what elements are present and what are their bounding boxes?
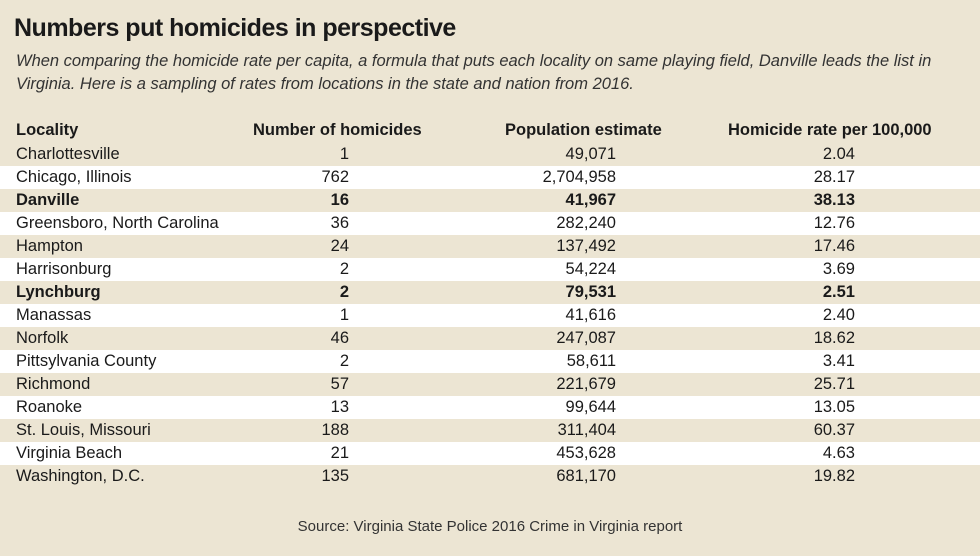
number-cell: 282,240 xyxy=(556,214,616,232)
table-row: Danville 16 41,967 38.13 xyxy=(0,189,980,212)
number-cell: 137,492 xyxy=(556,237,616,255)
table-row: Norfolk 46 247,087 18.62 xyxy=(0,327,980,350)
number-cell: 2.51 xyxy=(822,283,855,301)
table-row: Greensboro, North Carolina 36 282,240 12.76 xyxy=(0,212,980,235)
number-cell: 221,679 xyxy=(556,375,616,393)
number-cell: 1 xyxy=(339,145,349,163)
table-row: Lynchburg 2 79,531 2.51 xyxy=(0,281,980,304)
number-cell: 3.41 xyxy=(822,352,855,370)
table-row: Pittsylvania County 2 58,611 3.41 xyxy=(0,350,980,373)
locality-cell: Pittsylvania County xyxy=(16,352,157,370)
number-cell: 46 xyxy=(330,329,349,347)
number-cell: 17.46 xyxy=(813,237,855,255)
number-cell: 28.17 xyxy=(813,168,855,186)
column-header: Population estimate xyxy=(505,121,662,139)
number-cell: 12.76 xyxy=(813,214,855,232)
number-cell: 13 xyxy=(330,398,349,416)
number-cell: 19.82 xyxy=(813,467,855,485)
locality-cell: Richmond xyxy=(16,375,91,393)
number-cell: 135 xyxy=(321,467,349,485)
table-row: Virginia Beach 21 453,628 4.63 xyxy=(0,442,980,465)
number-cell: 49,071 xyxy=(565,145,616,163)
subtitle: When comparing the homicide rate per cap… xyxy=(16,52,932,93)
number-cell: 3.69 xyxy=(822,260,855,278)
number-cell: 41,967 xyxy=(565,191,616,209)
number-cell: 247,087 xyxy=(556,329,616,347)
table-row: Harrisonburg 2 54,224 3.69 xyxy=(0,258,980,281)
number-cell: 2 xyxy=(339,352,349,370)
column-header: Locality xyxy=(16,121,79,139)
locality-cell: Hampton xyxy=(16,237,83,255)
locality-cell: Norfolk xyxy=(16,329,69,347)
number-cell: 21 xyxy=(330,444,349,462)
locality-cell: Charlottesville xyxy=(16,145,120,163)
number-cell: 1 xyxy=(339,306,349,324)
table-row: Charlottesville 1 49,071 2.04 xyxy=(0,143,980,166)
number-cell: 681,170 xyxy=(556,467,616,485)
table-row: Chicago, Illinois 762 2,704,958 28.17 xyxy=(0,166,980,189)
number-cell: 2 xyxy=(339,283,349,301)
locality-cell: Roanoke xyxy=(16,398,83,416)
number-cell: 25.71 xyxy=(813,375,855,393)
number-cell: 2 xyxy=(339,260,349,278)
number-cell: 13.05 xyxy=(813,398,855,416)
locality-cell: Chicago, Illinois xyxy=(16,168,132,186)
locality-cell: Danville xyxy=(16,191,80,209)
table-row: Manassas 1 41,616 2.40 xyxy=(0,304,980,327)
locality-cell: St. Louis, Missouri xyxy=(16,421,151,439)
locality-cell: Lynchburg xyxy=(16,283,101,301)
locality-cell: Manassas xyxy=(16,306,92,324)
number-cell: 57 xyxy=(330,375,349,393)
number-cell: 41,616 xyxy=(565,306,616,324)
locality-cell: Washington, D.C. xyxy=(16,467,145,485)
table-row: Roanoke 13 99,644 13.05 xyxy=(0,396,980,419)
number-cell: 36 xyxy=(330,214,349,232)
number-cell: 4.63 xyxy=(822,444,855,462)
table-row: St. Louis, Missouri 188 311,404 60.37 xyxy=(0,419,980,442)
number-cell: 16 xyxy=(330,191,349,209)
locality-cell: Harrisonburg xyxy=(16,260,112,278)
table-row: Washington, D.C. 135 681,170 19.82 xyxy=(0,465,980,488)
number-cell: 2.04 xyxy=(822,145,855,163)
number-cell: 54,224 xyxy=(565,260,616,278)
title: Numbers put homicides in perspective xyxy=(14,14,456,42)
source: Source: Virginia State Police 2016 Crime… xyxy=(297,518,683,535)
number-cell: 38.13 xyxy=(813,191,855,209)
number-cell: 24 xyxy=(330,237,349,255)
column-header: Number of homicides xyxy=(253,121,422,139)
number-cell: 2.40 xyxy=(822,306,855,324)
table-row: Hampton 24 137,492 17.46 xyxy=(0,235,980,258)
table-row: Richmond 57 221,679 25.71 xyxy=(0,373,980,396)
number-cell: 60.37 xyxy=(813,421,855,439)
locality-cell: Greensboro, North Carolina xyxy=(16,214,219,232)
number-cell: 99,644 xyxy=(565,398,616,416)
number-cell: 188 xyxy=(321,421,349,439)
number-cell: 311,404 xyxy=(557,421,616,439)
number-cell: 762 xyxy=(321,168,349,186)
number-cell: 453,628 xyxy=(556,444,616,462)
column-header: Homicide rate per 100,000 xyxy=(728,121,932,139)
number-cell: 79,531 xyxy=(565,283,616,301)
number-cell: 58,611 xyxy=(566,352,616,370)
locality-cell: Virginia Beach xyxy=(16,444,123,462)
number-cell: 18.62 xyxy=(813,329,855,347)
number-cell: 2,704,958 xyxy=(542,168,616,186)
